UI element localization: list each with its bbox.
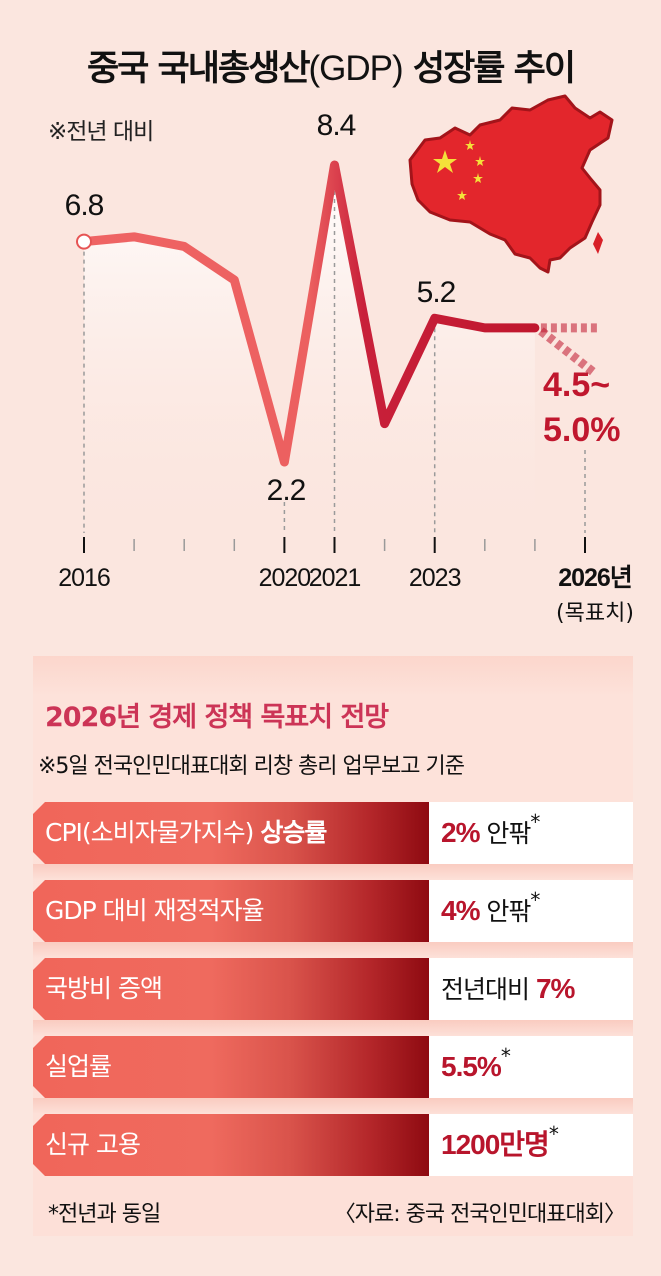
projection-low-line — [538, 327, 596, 376]
x-tick-label-2026: 2026년 — [558, 564, 632, 592]
policy-row: 실업률 5.5%* — [33, 1036, 633, 1114]
policy-row: 신규 고용 1200만명* — [33, 1114, 633, 1176]
value-label-2016: 6.8 — [65, 189, 104, 222]
policy-label-text: 신규 고용 — [45, 1130, 140, 1159]
target-label-range: 4.5~ — [543, 366, 610, 404]
same-as-last-year-mark: * — [530, 810, 540, 834]
policy-value-number: 4% — [441, 895, 480, 926]
policy-value-number: 5.5% — [441, 1051, 502, 1082]
title-part1: 중국 국내총생산 — [86, 49, 311, 89]
row-shadow — [33, 1020, 633, 1036]
policy-row: 국방비 증액 전년대비 7% — [33, 958, 633, 1036]
x-tick-label-2016: 2016 — [58, 564, 110, 592]
policy-value-suffix: 안팎 — [479, 897, 531, 926]
row-shadow — [33, 864, 633, 880]
policy-label-text: 국방비 증액 — [45, 974, 162, 1003]
x-tick-label-2023: 2023 — [409, 564, 461, 592]
x-tick-sublabel-2026: (목표치) — [556, 601, 634, 626]
policy-value: 5.5%* — [429, 1036, 633, 1098]
footnote: *전년과 동일 — [48, 1202, 161, 1227]
flag-stars-icon — [433, 140, 485, 200]
chart-title: 중국 국내총생산(GDP) 성장률 추이 — [0, 40, 661, 91]
policy-value-prefix: 전년대비 — [441, 975, 536, 1004]
value-label-2023: 5.2 — [417, 276, 456, 309]
policy-label-text: CPI(소비자물가지수) — [45, 818, 261, 847]
policy-value-number: 2% — [441, 817, 480, 848]
same-as-last-year-mark: * — [530, 888, 540, 912]
source-note: 〈자료: 중국 전국인민대표대회〉 — [333, 1202, 626, 1227]
same-as-last-year-mark: * — [500, 1044, 511, 1068]
value-label-2020: 2.2 — [267, 474, 306, 507]
policy-label: 신규 고용 — [33, 1114, 429, 1176]
title-gdp: (GDP) — [308, 49, 404, 88]
policy-label: GDP 대비 재정적자율 — [33, 880, 429, 942]
gdp-growth-line — [79, 160, 540, 467]
policy-value: 2% 안팎* — [429, 802, 633, 864]
start-point-2016 — [76, 233, 92, 250]
panel-subtitle: ※5일 전국인민대표대회 리창 총리 업무보고 기준 — [38, 754, 465, 779]
title-part3: 성장률 추이 — [402, 49, 576, 89]
policy-label: CPI(소비자물가지수) 상승률 — [33, 802, 429, 864]
target-label-percent: 5.0% — [543, 411, 621, 449]
policy-label: 실업률 — [33, 1036, 429, 1098]
policy-label-text: GDP 대비 재정적자율 — [45, 896, 264, 925]
x-tick-label-2021: 2021 — [309, 564, 361, 592]
panel-title: 2026년 경제 정책 목표치 전망 — [45, 702, 389, 733]
policy-label-text: 실업률 — [45, 1052, 112, 1081]
policy-row: GDP 대비 재정적자율 4% 안팎* — [33, 880, 633, 958]
x-tick-label-2020: 2020 — [259, 564, 311, 592]
same-as-last-year-mark: * — [548, 1122, 559, 1146]
row-shadow — [33, 942, 633, 958]
policy-value-number: 7% — [535, 973, 575, 1004]
china-map-icon — [408, 94, 614, 274]
chart-subnote: ※전년 대비 — [48, 119, 154, 145]
policy-row: CPI(소비자물가지수) 상승률 2% 안팎* — [33, 802, 633, 880]
value-label-2021: 8.4 — [317, 109, 356, 142]
policy-value-number: 1200만명 — [441, 1129, 550, 1160]
policy-value: 전년대비 7% — [429, 958, 633, 1020]
policy-value: 1200만명* — [429, 1114, 633, 1176]
policy-value-suffix: 안팎 — [479, 819, 531, 848]
row-shadow — [33, 1098, 633, 1114]
policy-value: 4% 안팎* — [429, 880, 633, 942]
policy-label: 국방비 증액 — [33, 958, 429, 1020]
policy-label-bold: 상승률 — [260, 818, 327, 847]
